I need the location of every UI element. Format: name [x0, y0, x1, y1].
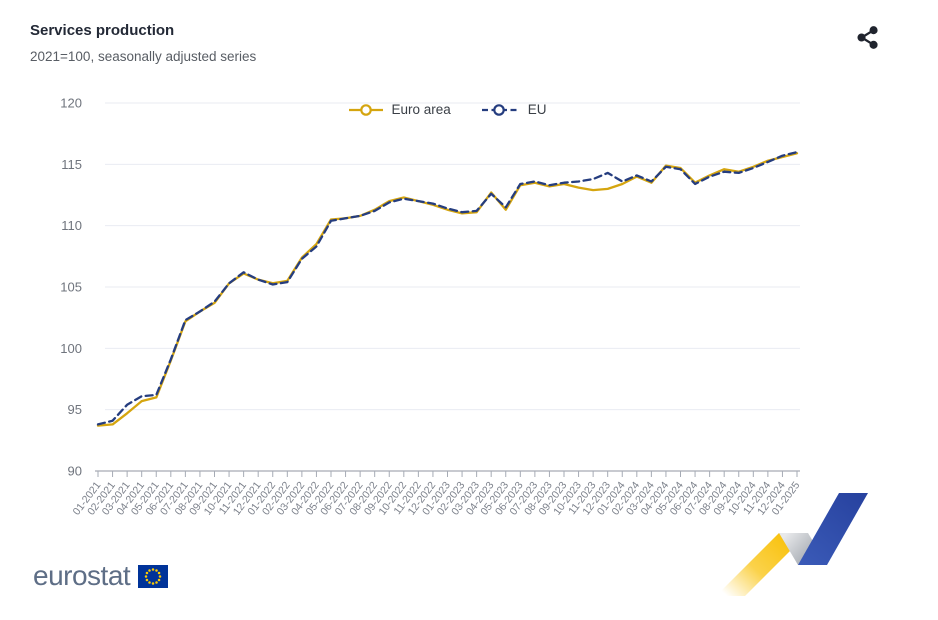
- y-tick-label: 105: [60, 280, 82, 295]
- eurostat-ribbon-graphic: [716, 493, 868, 596]
- flag-star: [145, 578, 149, 581]
- series-eu: [96, 150, 799, 426]
- eu-marker-icon: [481, 103, 520, 116]
- ribbon-yellow-band: [716, 533, 808, 596]
- flag-star: [145, 571, 149, 574]
- flag-star: [155, 580, 158, 584]
- y-tick-label: 100: [60, 341, 82, 356]
- flag-star: [151, 581, 155, 585]
- chart-header: Services production 2021=100, seasonally…: [30, 22, 256, 64]
- eu-flag-icon: [138, 564, 169, 588]
- legend-item-eu[interactable]: EU: [481, 102, 547, 117]
- flag-star: [148, 580, 151, 584]
- share-button[interactable]: [851, 20, 886, 58]
- flag-star: [144, 574, 148, 578]
- flag-star: [158, 574, 162, 578]
- y-tick-label: 110: [61, 218, 82, 233]
- euro-area-marker-icon: [349, 103, 384, 116]
- page-subtitle: 2021=100, seasonally adjusted series: [30, 49, 257, 64]
- flag-star: [157, 571, 161, 574]
- legend-label-euro-area: Euro area: [391, 102, 451, 117]
- y-tick-label: 90: [68, 464, 82, 479]
- services-production-line-chart: 909510010511011512001-202102-202103-2021…: [60, 96, 802, 518]
- page-title: Services production: [30, 22, 175, 39]
- flag-star: [155, 568, 158, 572]
- eurostat-logo[interactable]: eurostat: [33, 560, 169, 592]
- flag-star: [157, 578, 161, 581]
- y-tick-label: 120: [60, 96, 82, 111]
- chart-legend: Euro area EU: [95, 102, 800, 117]
- series-euro-area: [96, 152, 799, 427]
- share-icon: [857, 26, 878, 49]
- eurostat-wordmark: eurostat: [33, 560, 131, 591]
- flag-star: [148, 568, 151, 572]
- legend-label-eu: EU: [527, 102, 547, 117]
- ribbon-blue-band: [798, 493, 868, 565]
- flag-star: [151, 567, 155, 571]
- y-tick-label: 115: [61, 157, 82, 172]
- legend-item-euro-area[interactable]: Euro area: [348, 102, 451, 117]
- y-tick-label: 95: [68, 402, 82, 417]
